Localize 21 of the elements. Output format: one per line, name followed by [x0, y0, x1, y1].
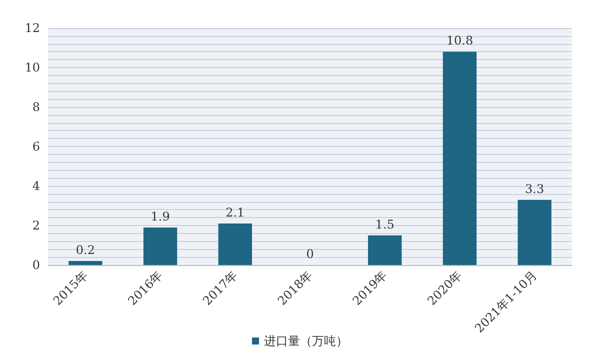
data-label: 3.3 — [525, 182, 544, 196]
legend-label: 进口量（万吨） — [264, 334, 348, 348]
y-tick-label: 6 — [32, 140, 40, 154]
data-label: 0 — [306, 247, 314, 261]
y-tick-label: 2 — [32, 218, 40, 232]
data-label: 1.5 — [375, 217, 394, 232]
data-label: 10.8 — [446, 34, 474, 48]
bar — [143, 227, 178, 265]
data-label: 0.2 — [76, 243, 95, 258]
bar — [218, 224, 252, 265]
y-tick-label: 10 — [24, 60, 40, 74]
y-tick-label: 0 — [32, 258, 40, 272]
y-tick-label: 12 — [24, 21, 40, 35]
bar — [368, 235, 402, 265]
bar — [442, 52, 477, 265]
bar — [68, 261, 102, 265]
y-tick-label: 4 — [32, 179, 40, 193]
bar — [518, 200, 552, 265]
data-label: 2.1 — [226, 206, 245, 220]
data-label: 1.9 — [150, 209, 170, 224]
y-tick-label: 8 — [32, 100, 40, 114]
